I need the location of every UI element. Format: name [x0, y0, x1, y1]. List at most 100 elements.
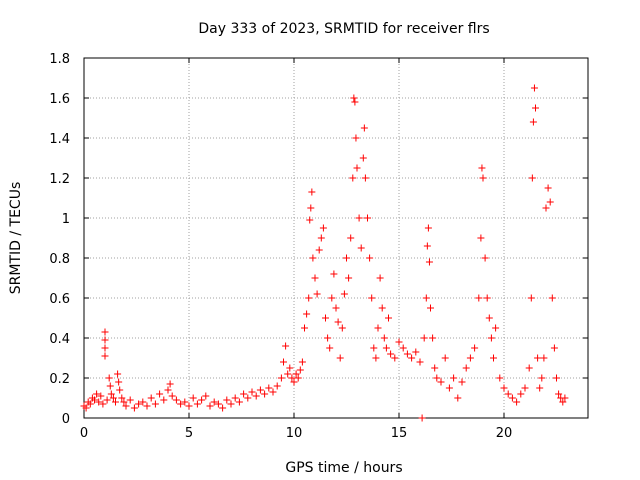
data-point — [219, 404, 227, 412]
data-point — [286, 364, 294, 372]
data-point — [240, 390, 248, 398]
data-point — [97, 392, 105, 400]
data-point — [500, 384, 508, 392]
data-point — [542, 204, 550, 212]
data-point — [115, 378, 123, 386]
data-point — [521, 384, 529, 392]
data-point — [433, 374, 441, 382]
data-point — [530, 84, 538, 92]
x-tick-label: 10 — [286, 426, 303, 441]
data-point — [370, 344, 378, 352]
data-point — [95, 398, 103, 406]
data-point — [546, 198, 554, 206]
data-point — [559, 398, 567, 406]
data-point — [458, 378, 466, 386]
data-point — [340, 290, 348, 298]
data-point — [306, 216, 314, 224]
data-point — [343, 254, 350, 262]
data-point — [160, 396, 168, 404]
data-point — [185, 402, 193, 410]
data-point — [106, 382, 114, 390]
data-point — [319, 224, 327, 232]
data-point — [471, 344, 479, 352]
data-point — [376, 274, 384, 282]
x-tick-label: 15 — [391, 426, 408, 441]
y-tick-label: 0.2 — [49, 372, 70, 387]
data-point — [528, 174, 536, 182]
data-point — [328, 294, 336, 302]
y-tick-label: 1.2 — [49, 172, 70, 187]
data-point — [296, 366, 304, 374]
data-point — [540, 354, 548, 362]
data-point — [347, 234, 355, 242]
data-point — [517, 390, 525, 398]
data-point — [403, 350, 411, 358]
data-point — [313, 290, 321, 298]
data-point — [355, 214, 363, 222]
data-point — [427, 304, 434, 312]
data-point — [338, 324, 346, 332]
data-point — [147, 394, 155, 402]
data-point — [277, 374, 285, 382]
data-point — [273, 382, 281, 390]
data-point — [116, 386, 124, 394]
data-point — [112, 398, 119, 406]
data-point — [193, 400, 201, 408]
data-point — [164, 386, 172, 394]
data-point — [534, 354, 542, 362]
data-point — [450, 374, 458, 382]
data-point — [288, 374, 296, 382]
data-point — [177, 400, 185, 408]
data-point — [481, 254, 489, 262]
data-point — [107, 390, 115, 398]
data-point — [462, 364, 470, 372]
data-point — [210, 398, 218, 406]
data-point — [214, 400, 222, 408]
x-tick-label: 20 — [496, 426, 513, 441]
data-point — [532, 104, 539, 112]
y-tick-label: 1 — [62, 212, 70, 227]
data-point — [223, 396, 231, 404]
data-point — [423, 242, 431, 250]
data-point — [105, 374, 113, 382]
data-point — [478, 164, 486, 172]
data-point — [324, 334, 332, 342]
data-point — [227, 400, 235, 408]
data-point — [508, 394, 516, 402]
data-point — [548, 294, 556, 302]
data-point — [265, 384, 273, 392]
data-point — [198, 396, 206, 404]
x-tick-label: 0 — [80, 426, 88, 441]
data-point — [126, 396, 134, 404]
data-point — [372, 354, 380, 362]
data-point — [181, 398, 189, 406]
plot-frame — [83, 57, 589, 419]
y-tick-label: 0.8 — [49, 252, 70, 267]
data-point — [395, 338, 403, 346]
data-point — [202, 392, 210, 400]
data-point — [151, 400, 159, 408]
data-point — [349, 174, 357, 182]
data-point — [101, 352, 109, 360]
y-tick-label: 0.4 — [49, 332, 70, 347]
data-point — [91, 396, 98, 404]
data-point — [311, 274, 319, 282]
grid-lines — [84, 58, 588, 418]
data-point — [420, 334, 428, 342]
data-point — [101, 336, 109, 344]
data-point — [351, 98, 359, 106]
data-point — [345, 274, 353, 282]
data-point — [555, 390, 563, 398]
data-point — [385, 314, 392, 322]
data-point — [525, 364, 533, 372]
y-tick-label: 0 — [62, 412, 70, 427]
y-axis-ticks: 0 0.2 0.4 0.6 0.8 1 1.2 1.4 1.6 1.8 — [49, 52, 588, 427]
data-point — [280, 358, 287, 366]
data-point — [424, 224, 432, 232]
data-point — [527, 294, 535, 302]
data-point — [231, 394, 239, 402]
data-point — [118, 394, 126, 402]
data-point — [487, 334, 495, 342]
